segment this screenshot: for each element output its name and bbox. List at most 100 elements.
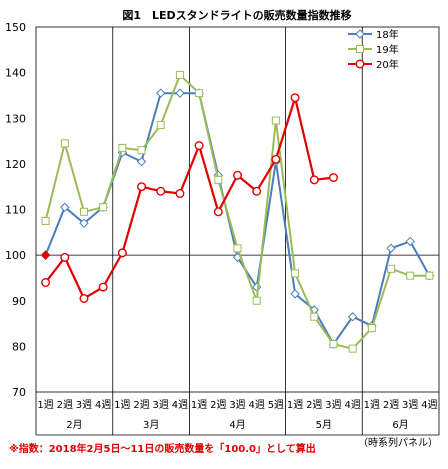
data-point-19 (175, 70, 184, 79)
data-point-18 (136, 156, 147, 167)
data-point-19 (310, 312, 319, 321)
data-point-20 (117, 248, 127, 258)
y-tick-label: 140 (5, 67, 26, 80)
data-point-19 (99, 203, 108, 212)
y-tick-label: 100 (5, 249, 26, 262)
x-axis: 1週 2週 3週 4週 1週 2週 3週 4週 1週 2週 3週 4週 5週 1週 2週 3週 4週 1週 2週 3週… (35, 27, 440, 436)
x-tick-label: 3週 (153, 399, 169, 411)
x-tick-label: 1週 (287, 399, 303, 411)
data-point-19 (406, 271, 415, 280)
month-label: 4月 (229, 419, 245, 431)
month-label: 6月 (392, 419, 408, 431)
data-point-19 (271, 116, 280, 125)
data-point-20 (41, 278, 51, 288)
legend-label: 18年 (376, 28, 399, 41)
x-tick-label: 1週 (114, 399, 130, 411)
legend-marker (355, 59, 365, 69)
series-layer (40, 70, 435, 353)
data-point-20 (79, 293, 89, 303)
x-tick-label: 4週 (421, 399, 437, 411)
y-tick-label: 120 (5, 158, 26, 171)
data-point-19 (291, 269, 300, 278)
data-point-19 (41, 216, 50, 225)
x-tick-label: 2週 (383, 399, 399, 411)
data-point-20 (194, 141, 204, 151)
footnote-text: ※指数：2018年2月5日～11日の販売数量を「100.0」として算出 (9, 442, 316, 455)
series-18 (40, 88, 435, 349)
legend-marker (355, 29, 365, 39)
x-tick-label: 1週 (191, 399, 207, 411)
data-point-18 (175, 88, 185, 98)
x-tick-label: 2週 (210, 399, 226, 411)
x-tick-label: 4週 (249, 399, 265, 411)
data-point-20 (290, 93, 300, 103)
data-point-18 (156, 88, 166, 98)
data-point-19 (118, 143, 127, 152)
y-tick-label: 130 (5, 112, 26, 125)
series-line-18 (44, 92, 431, 346)
legend-marker (356, 45, 364, 53)
data-point-20 (213, 207, 223, 217)
x-tick-label: 2週 (133, 399, 149, 411)
data-point-19 (425, 271, 434, 280)
data-point-20 (252, 186, 262, 196)
series-line-20 (44, 93, 334, 301)
x-tick-label: 1週 (37, 399, 53, 411)
data-point-20 (98, 282, 108, 292)
data-point-20 (156, 186, 166, 196)
x-tick-label: 2週 (57, 399, 73, 411)
plot-frame (35, 26, 440, 393)
y-tick-label: 110 (5, 204, 26, 217)
x-tick-label: 2週 (306, 399, 322, 411)
legend: 18年 19年 20年 (348, 28, 399, 71)
data-point-18 (386, 243, 396, 253)
data-point-19 (60, 139, 69, 148)
data-point-18 (79, 218, 89, 228)
data-point-20 (175, 189, 185, 199)
x-tick-label: 4週 (344, 399, 360, 411)
data-point-19 (233, 244, 242, 253)
data-point-18 (405, 236, 415, 247)
base-point-marker (40, 250, 51, 260)
x-tick-label: 3週 (325, 399, 341, 411)
source-note: （時系列パネル） (358, 436, 438, 449)
data-point-19 (329, 340, 338, 349)
series-20 (41, 93, 338, 303)
legend-label: 19年 (376, 43, 399, 56)
data-point-20 (232, 170, 242, 180)
y-tick-label: 70 (12, 386, 26, 399)
x-tick-label: 3週 (402, 399, 418, 411)
month-label: 2月 (66, 419, 82, 431)
data-point-19 (79, 207, 88, 216)
month-label: 3月 (143, 419, 159, 431)
y-axis: 70 80 90 100 110 120 130 140 150 (5, 21, 26, 399)
data-point-20 (271, 154, 281, 164)
data-point-20 (60, 252, 70, 262)
x-tick-label: 4週 (172, 399, 188, 411)
data-point-19 (348, 344, 357, 353)
x-tick-label: 5週 (268, 399, 284, 411)
data-point-19 (137, 146, 146, 155)
data-point-18 (347, 312, 358, 322)
data-point-18 (290, 289, 300, 299)
data-point-19 (367, 324, 376, 333)
y-tick-label: 150 (5, 21, 26, 34)
data-point-19 (195, 89, 204, 98)
x-tick-label: 3週 (76, 399, 92, 411)
y-tick-label: 80 (12, 340, 26, 353)
x-tick-label: 1週 (364, 399, 380, 411)
x-tick-label: 3週 (229, 399, 245, 411)
data-point-20 (309, 175, 319, 185)
y-tick-label: 90 (12, 295, 26, 308)
data-point-20 (137, 182, 147, 192)
data-point-19 (214, 175, 223, 184)
data-point-19 (156, 121, 165, 130)
chart-title: 図1 LEDスタンドライトの販売数量指数推移 (122, 8, 351, 22)
series-19 (41, 70, 434, 353)
x-tick-label: 4週 (95, 399, 111, 411)
month-label: 5月 (316, 419, 332, 431)
legend-label: 20年 (376, 58, 399, 71)
data-point-18 (60, 202, 70, 212)
